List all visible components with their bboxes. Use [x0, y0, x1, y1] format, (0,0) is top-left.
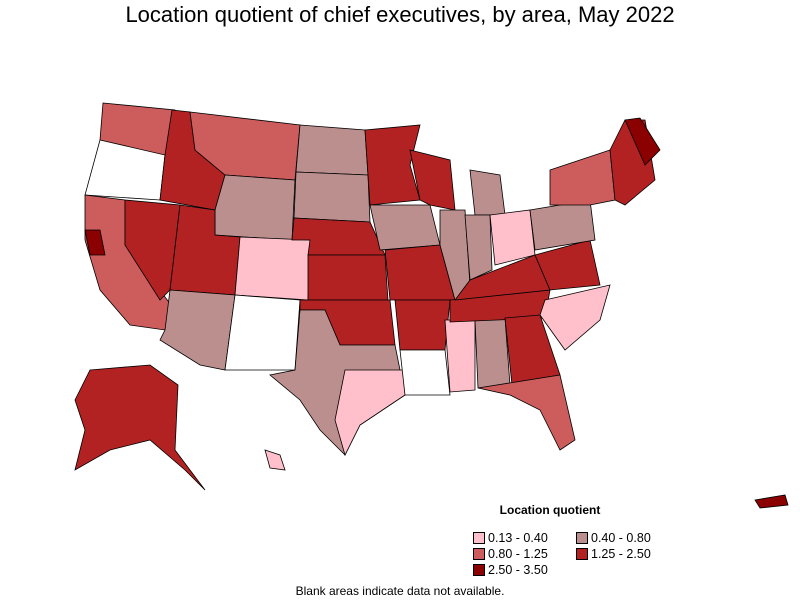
region-minnesota — [364, 124, 421, 206]
footnote: Blank areas indicate data not available. — [295, 584, 505, 598]
region-south-dakota — [293, 171, 371, 223]
region-wyoming — [214, 174, 296, 241]
legend-item: 0.13 - 0.40 — [473, 531, 548, 545]
region-louisiana — [399, 349, 451, 396]
region-florida — [477, 374, 576, 451]
region-texas-gulf — [334, 369, 406, 457]
region-colorado — [234, 236, 311, 301]
region-kansas — [307, 254, 389, 301]
region-alaska — [74, 364, 206, 491]
legend-swatch — [473, 564, 485, 576]
region-alabama — [474, 317, 511, 389]
legend-label: 0.80 - 1.25 — [488, 547, 548, 561]
region-nevada — [124, 199, 181, 301]
legend-item: 2.50 - 3.50 — [473, 563, 548, 577]
region-north-dakota — [295, 124, 369, 176]
region-arizona — [159, 289, 236, 371]
region-virginia — [534, 239, 601, 291]
legend-swatch — [576, 548, 588, 560]
region-new-york — [549, 149, 616, 206]
region-ohio — [489, 209, 536, 266]
region-wisconsin — [409, 149, 456, 211]
region-puerto-rico — [754, 494, 789, 509]
legend-swatch — [473, 532, 485, 544]
region-iowa — [369, 204, 441, 251]
legend-label: 1.25 - 2.50 — [591, 547, 651, 561]
region-mississippi — [444, 319, 476, 393]
legend-swatch — [576, 532, 588, 544]
map-title: Location quotient of chief executives, b… — [125, 2, 675, 27]
region-arkansas — [394, 299, 451, 351]
region-carolinas — [539, 284, 611, 351]
legend-item: 0.80 - 1.25 — [473, 547, 548, 561]
legend: Location quotient 0.13 - 0.40 0.40 - 0.8… — [470, 503, 670, 577]
legend-label: 0.13 - 0.40 — [488, 531, 548, 545]
legend-label: 0.40 - 0.80 — [591, 531, 651, 545]
legend-swatch — [473, 548, 485, 560]
region-maine — [624, 117, 661, 166]
region-hawaii — [264, 449, 286, 471]
legend-title: Location quotient — [499, 503, 601, 517]
region-bay-area — [84, 229, 106, 256]
legend-label: 2.50 - 3.50 — [488, 563, 548, 577]
region-new-mexico — [224, 294, 301, 371]
region-indiana — [464, 214, 493, 281]
legend-item: 0.40 - 0.80 — [576, 531, 651, 545]
legend-item: 1.25 - 2.50 — [576, 547, 651, 561]
region-michigan — [469, 169, 506, 216]
